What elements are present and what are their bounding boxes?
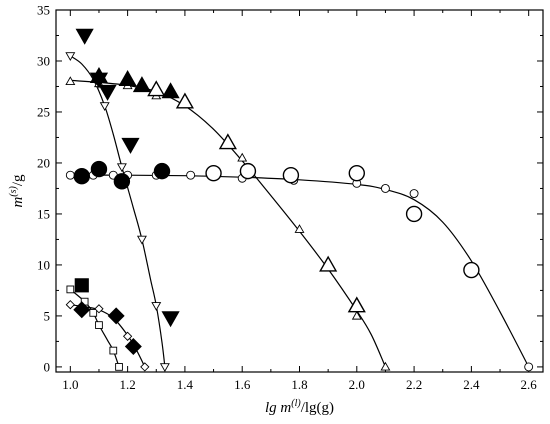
circle-marker [282,166,300,184]
y-tick-label: 10 [37,257,50,272]
triangle-down-marker [98,84,117,101]
circle-marker [113,173,131,190]
triangle-up-marker [237,152,248,162]
circle-marker [73,168,90,185]
circle-marker [186,170,196,180]
triangle-down-marker [136,235,147,245]
y-axis-label: m(s)/g [8,174,26,208]
x-axis-label: lg m(l)/lg(g) [265,398,334,416]
triangle-up-marker [65,76,76,86]
triangle-up-marker [175,92,194,109]
x-tick-label: 1.2 [119,377,135,392]
x-tick-label: 2.4 [463,377,480,392]
fit-curves [69,55,530,368]
circle-marker [463,261,480,279]
square-marker [109,346,118,355]
y-tick-label: 25 [37,104,50,119]
triangle-down-marker [89,72,109,89]
circle-marker [153,162,171,180]
square-marker [89,309,98,317]
x-tick-label: 1.8 [291,377,307,392]
series-curve [70,174,530,368]
triangle-down-marker [116,163,127,173]
axis-label-unit: /lg(g) [301,400,334,416]
square-marker [115,363,123,371]
triangle-down-marker [99,102,110,111]
series-curve [69,288,120,368]
triangle-down-marker [159,363,170,373]
circle-marker [90,160,108,178]
chart-axes: 1.0 1.2 1.4 1.6 1.8 2.0 2.2 2.4 2.6 0 5 10 15 20 25 30 3… [37,3,544,392]
triangle-up-marker [294,224,305,233]
triangle-up-marker [351,310,362,320]
square-marker [95,321,103,329]
y-tick-label: 35 [37,3,50,18]
x-tick-label: 1.6 [234,377,251,392]
triangle-up-marker [218,133,237,150]
x-tick-label: 1.0 [62,377,78,392]
triangle-down-marker [151,302,162,311]
y-tick-label: 20 [37,155,50,170]
circle-marker [405,205,423,223]
circle-marker [348,164,365,182]
axis-label-superscript: (l) [291,398,301,409]
triangle-up-marker [319,255,338,272]
diamond-marker [65,300,75,310]
axis-label-superscript: (s) [8,185,19,196]
diamond-marker [94,304,104,314]
diamond-marker [122,331,133,341]
triangle-down-marker [161,311,180,328]
triangle-down-marker [75,28,94,45]
diamond-marker [73,301,91,319]
diamond-marker [107,307,125,325]
triangle-up-marker [147,80,166,97]
series-curve [70,79,386,368]
triangle-down-marker [121,137,140,154]
triangle-up-marker [118,70,137,87]
y-tick-label: 5 [44,308,51,323]
axis-label-symbol: m [10,197,26,208]
triangle-up-marker [380,361,391,371]
data-markers [65,28,534,373]
triangle-down-marker [65,52,76,61]
x-tick-label: 2.0 [349,377,365,392]
triangle-up-marker [347,296,366,313]
triangle-up-marker [132,76,152,93]
circle-marker [409,189,419,198]
square-marker [74,278,89,293]
y-tick-label: 30 [37,53,50,68]
triangle-up-marker [161,82,180,99]
y-tick-label: 0 [44,359,51,374]
y-tick-label: 15 [37,206,50,221]
x-tick-label: 1.4 [177,377,194,392]
circle-marker [380,184,390,193]
x-tick-label: 2.6 [521,377,538,392]
diamond-marker [140,362,150,372]
x-tick-label: 2.2 [406,377,422,392]
axis-label-unit: /g [10,174,26,186]
circle-marker [239,162,257,180]
square-marker [66,285,75,294]
circle-marker [524,362,534,372]
diamond-marker [124,338,142,355]
circle-marker [65,170,75,180]
axis-label-symbol: lg m [265,400,291,416]
circle-marker [205,164,222,182]
